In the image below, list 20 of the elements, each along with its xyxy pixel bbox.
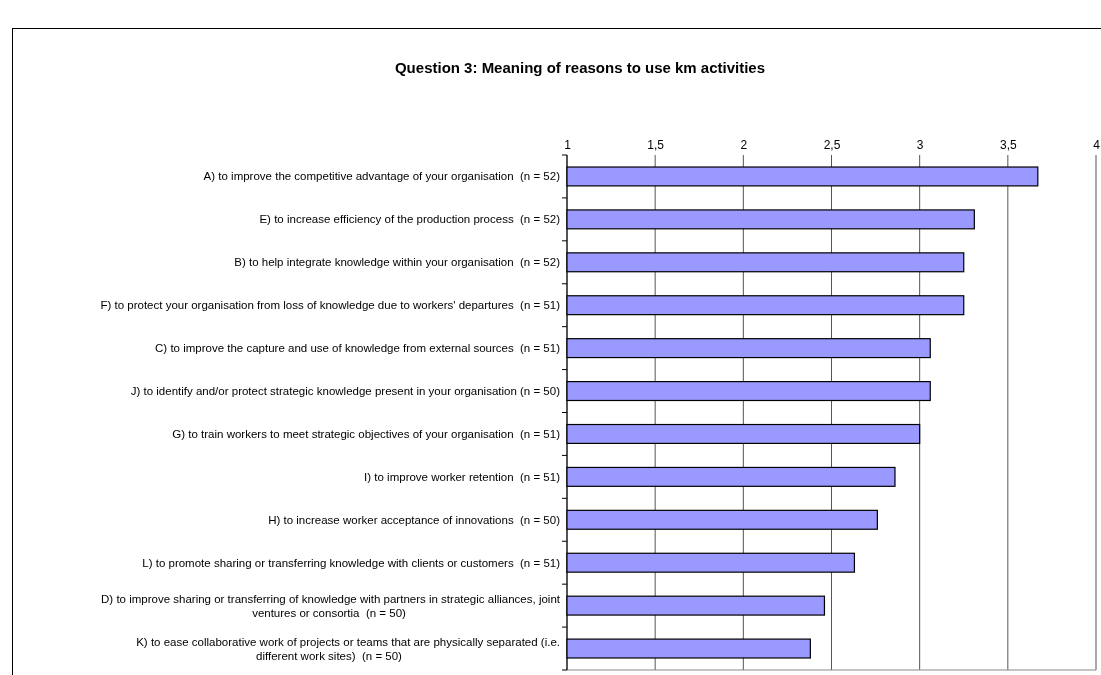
y-tick-label: I) to improve worker retention (n = 51) <box>364 470 561 483</box>
y-tick-label: J) to identify and/or protect strategic knowledge present in your organisation (n = 50) <box>130 385 561 398</box>
y-tick-label: C) to improve the capture and use of knowledge from external sources (n = 51) <box>155 342 561 355</box>
x-tick-label: 3,5 <box>999 138 1017 152</box>
x-tick-label: 3 <box>916 138 924 152</box>
x-tick-label: 2 <box>740 138 748 152</box>
y-tick-label: D) to improve sharing or transferring of knowledge with partners in strategic alliances, joint ventures or consortia (n = 50) <box>101 592 561 619</box>
x-tick-label: 2,5 <box>823 138 841 152</box>
x-tick-label: 1 <box>564 138 572 152</box>
y-tick-label: B) to help integrate knowledge within your organisation (n = 52) <box>234 256 561 269</box>
y-tick-label: K) to ease collaborative work of projects or teams that are physically separated (i.e. different work sites) (n = 50) <box>136 635 560 662</box>
chart-title: Question 3: Meaning of reasons to use km activities <box>394 59 766 76</box>
y-tick-label: A) to improve the competitive advantage of your organisation (n = 52) <box>203 170 561 183</box>
x-tick-label: 1,5 <box>647 138 665 152</box>
y-tick-label: L) to promote sharing or transferring knowledge with clients or customers (n = 51) <box>142 556 561 569</box>
y-tick-label: E) to increase efficiency of the production process (n = 52) <box>259 213 561 226</box>
y-tick-label: G) to train workers to meet strategic objectives of your organisation (n = 51) <box>172 427 561 440</box>
y-tick-label: F) to protect your organisation from loss of knowledge due to workers' departures (n = 51) <box>100 299 561 312</box>
y-tick-label: H) to increase worker acceptance of innovations (n = 50) <box>268 513 561 526</box>
x-tick-label: 4 <box>1093 138 1101 152</box>
